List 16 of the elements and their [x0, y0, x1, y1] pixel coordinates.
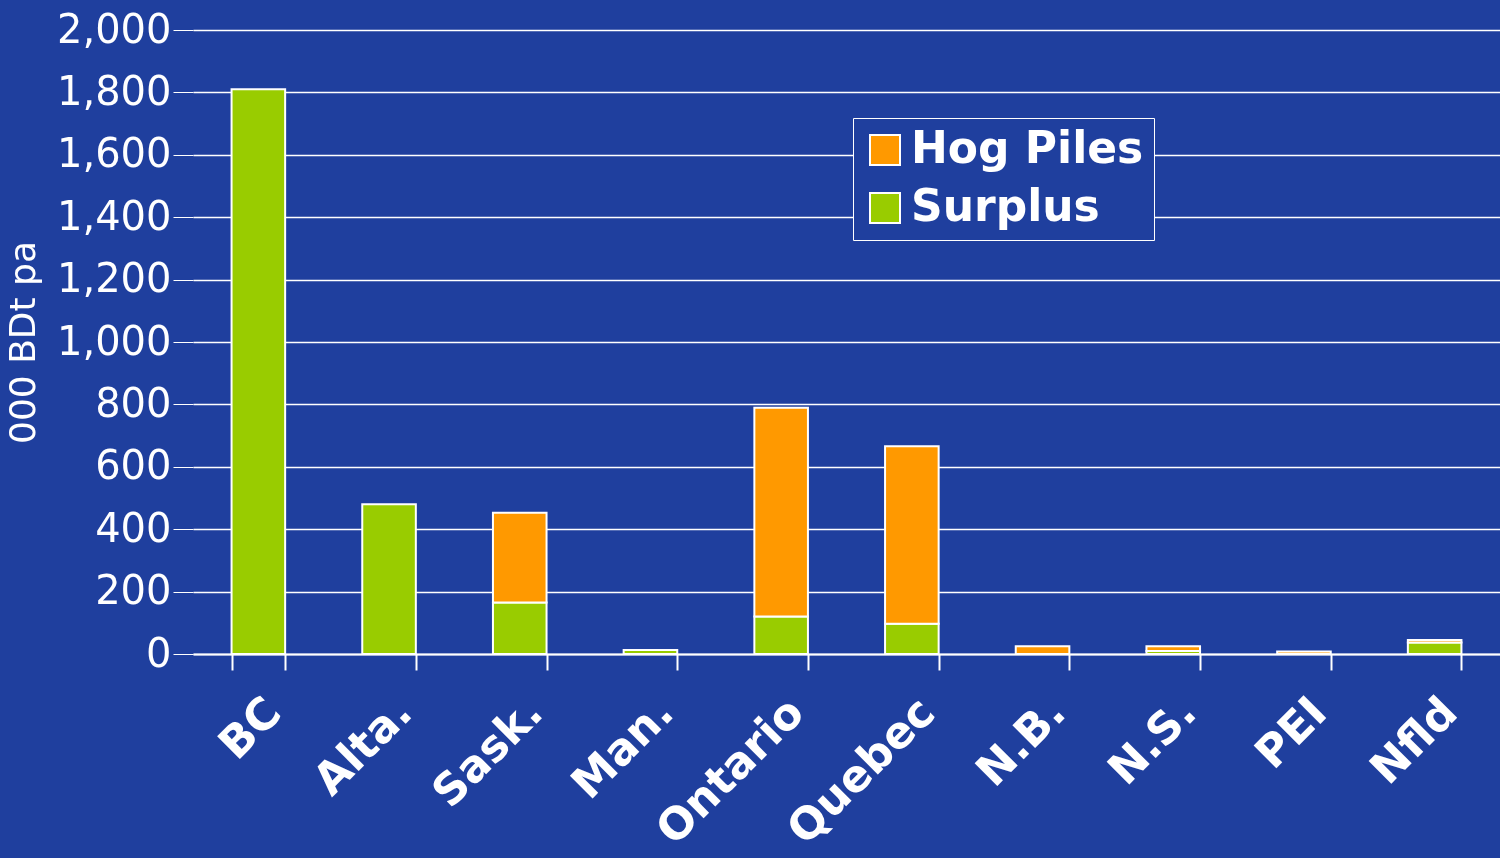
y-axis-title: 000 BDt pa	[1, 240, 43, 445]
y-tick-label: 2,000	[56, 5, 172, 52]
y-tick-label: 1,400	[56, 192, 172, 239]
y-tick-label: 200	[95, 567, 172, 614]
y-tick-label: 600	[95, 442, 172, 489]
y-tick-label: 400	[95, 504, 172, 551]
y-tick-label: 0	[146, 629, 172, 676]
x-tick-label: PEI	[1244, 686, 1337, 778]
legend-label: Hog Piles	[911, 122, 1144, 173]
y-tick-label: 1,800	[56, 67, 172, 114]
y-tick-label: 1,000	[56, 317, 172, 364]
y-tick-label: 800	[95, 379, 172, 426]
y-tick-label: 1,600	[56, 130, 172, 177]
x-tick-label: BC	[208, 686, 291, 769]
y-tick-label: 1,200	[56, 255, 172, 302]
legend-label: Surplus	[911, 180, 1100, 231]
